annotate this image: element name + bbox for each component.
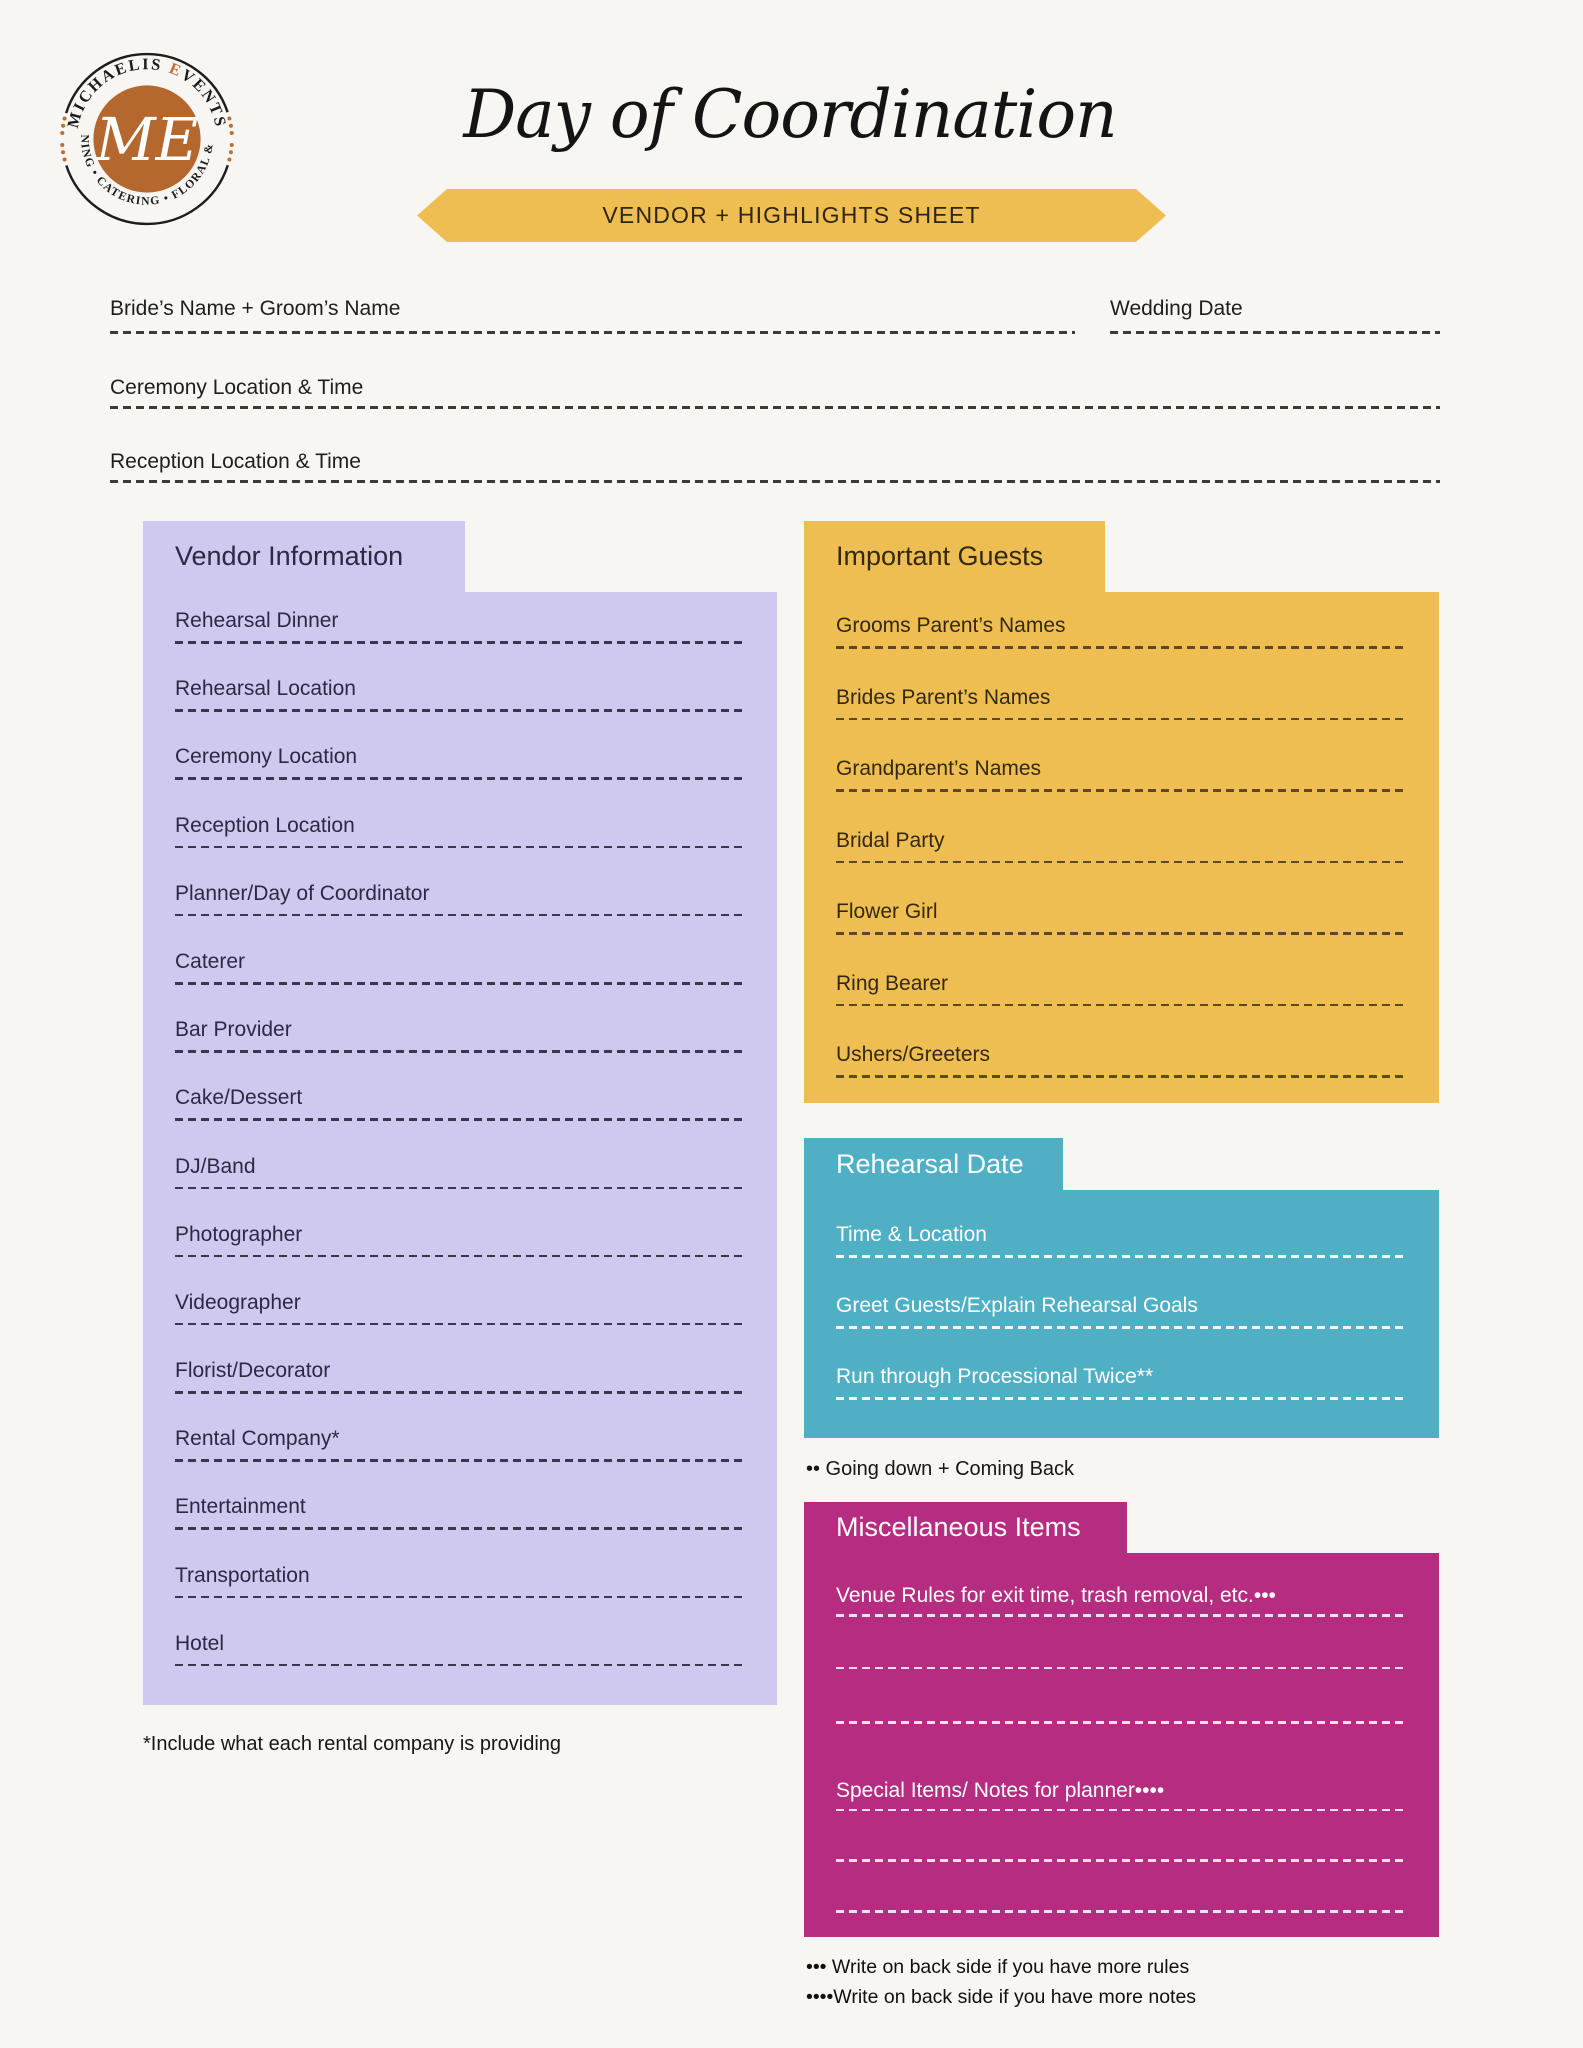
guest-item: Bridal Party <box>836 828 1405 900</box>
fill-line[interactable] <box>175 981 743 985</box>
fill-line[interactable] <box>175 913 743 917</box>
rehearsal-date-tab: Rehearsal Date <box>804 1138 1063 1190</box>
guest-item: Grooms Parent’s Names <box>836 613 1405 685</box>
fill-line[interactable] <box>175 1322 743 1326</box>
fill-line[interactable] <box>836 717 1405 721</box>
fill-line[interactable] <box>836 1859 1405 1862</box>
ceremony-label: Ceremony Location & Time <box>110 376 364 399</box>
fill-line[interactable] <box>175 845 743 849</box>
vendor-item: Florist/Decorator <box>175 1358 743 1426</box>
guest-item: Ushers/Greeters <box>836 1042 1405 1114</box>
vendor-item: Caterer <box>175 949 743 1017</box>
processional-footnote: •• Going down + Coming Back <box>806 1458 1075 1480</box>
fill-line[interactable] <box>836 1721 1405 1724</box>
fill-line[interactable] <box>175 1118 743 1121</box>
fill-line[interactable] <box>175 1050 743 1053</box>
rental-footnote: *Include what each rental company is pro… <box>143 1733 562 1755</box>
vendor-item: Cake/Dessert <box>175 1085 743 1153</box>
vendor-information-title: Vendor Information <box>175 541 404 571</box>
vendor-item: Ceremony Location <box>175 744 743 812</box>
fill-line[interactable] <box>175 1663 743 1667</box>
rehearsal-date-panel: Time & Location Greet Guests/Explain Reh… <box>804 1190 1439 1438</box>
venue-rules-label: Venue Rules for exit time, trash removal… <box>836 1584 1276 1607</box>
special-items-label: Special Items/ Notes for planner•••• <box>836 1778 1165 1802</box>
rehearsal-item: Run through Processional Twice** <box>836 1364 1405 1435</box>
vendor-item: Rehearsal Dinner <box>175 608 743 676</box>
fill-line[interactable] <box>836 1614 1405 1617</box>
ceremony-line[interactable] <box>110 406 1440 409</box>
vendor-item: Transportation <box>175 1563 743 1631</box>
vendor-item: Rehearsal Location <box>175 676 743 744</box>
fill-line[interactable] <box>836 1326 1405 1329</box>
page-title: Day of Coordination <box>463 76 1117 153</box>
vendor-item: DJ/Band <box>175 1154 743 1222</box>
fill-line[interactable] <box>836 646 1405 649</box>
fill-line[interactable] <box>175 1527 743 1531</box>
wedding-date-line[interactable] <box>1110 331 1440 334</box>
fill-line[interactable] <box>175 1254 743 1258</box>
vendor-item: Videographer <box>175 1290 743 1358</box>
notes-footnote: ••••Write on back side if you have more … <box>806 1986 1197 2008</box>
vendor-item: Entertainment <box>175 1494 743 1562</box>
guest-item: Brides Parent’s Names <box>836 685 1405 757</box>
fill-line[interactable] <box>175 1459 743 1462</box>
reception-line[interactable] <box>110 480 1440 483</box>
bride-groom-line[interactable] <box>110 331 1075 334</box>
vendor-item: Rental Company* <box>175 1426 743 1494</box>
wedding-date-label: Wedding Date <box>1110 297 1243 320</box>
rules-footnote: ••• Write on back side if you have more … <box>806 1956 1190 1978</box>
miscellaneous-items-panel: Venue Rules for exit time, trash removal… <box>804 1553 1439 1937</box>
fill-line[interactable] <box>836 1666 1405 1670</box>
vendor-item: Hotel <box>175 1631 743 1699</box>
vendor-item: Photographer <box>175 1222 743 1290</box>
banner-label: VENDOR + HIGHLIGHTS SHEET <box>602 202 981 228</box>
fill-line[interactable] <box>836 1003 1405 1007</box>
reception-label: Reception Location & Time <box>110 450 361 473</box>
fill-line[interactable] <box>175 777 743 780</box>
fill-line[interactable] <box>175 1595 743 1599</box>
important-guests-title: Important Guests <box>836 541 1044 571</box>
michaelis-events-logo-icon: MICHAELIS EVENTS PLANNING • CATERING • F… <box>56 48 234 226</box>
logo-dots-icon <box>60 116 234 162</box>
miscellaneous-items-tab: Miscellaneous Items <box>804 1502 1127 1553</box>
fill-line[interactable] <box>175 1391 743 1394</box>
rehearsal-item: Time & Location <box>836 1222 1405 1293</box>
important-guests-panel: Grooms Parent’s Names Brides Parent’s Na… <box>804 592 1439 1103</box>
fill-line[interactable] <box>175 709 743 712</box>
vendor-information-tab: Vendor Information <box>143 521 465 592</box>
fill-line[interactable] <box>836 789 1405 792</box>
guest-item: Flower Girl <box>836 899 1405 971</box>
fill-line[interactable] <box>175 641 743 644</box>
guest-item: Ring Bearer <box>836 971 1405 1043</box>
vendor-item: Planner/Day of Coordinator <box>175 881 743 949</box>
bride-groom-label: Bride’s Name + Groom’s Name <box>110 297 401 320</box>
svg-text:ME: ME <box>95 106 199 174</box>
vendor-item: Reception Location <box>175 813 743 881</box>
fill-line[interactable] <box>836 932 1405 935</box>
fill-line[interactable] <box>836 860 1405 864</box>
fill-line[interactable] <box>836 1808 1405 1812</box>
guest-item: Grandparent’s Names <box>836 756 1405 828</box>
miscellaneous-items-title: Miscellaneous Items <box>836 1512 1081 1542</box>
rehearsal-date-title: Rehearsal Date <box>836 1148 1024 1179</box>
fill-line[interactable] <box>836 1397 1405 1400</box>
rehearsal-item: Greet Guests/Explain Rehearsal Goals <box>836 1293 1405 1364</box>
fill-line[interactable] <box>836 1909 1405 1913</box>
banner-ribbon: VENDOR + HIGHLIGHTS SHEET <box>417 189 1166 242</box>
fill-line[interactable] <box>836 1075 1405 1078</box>
vendor-information-panel: Rehearsal Dinner Rehearsal Location Cere… <box>143 592 777 1705</box>
important-guests-tab: Important Guests <box>804 521 1105 592</box>
fill-line[interactable] <box>175 1186 743 1190</box>
vendor-item: Bar Provider <box>175 1017 743 1085</box>
fill-line[interactable] <box>836 1255 1405 1258</box>
